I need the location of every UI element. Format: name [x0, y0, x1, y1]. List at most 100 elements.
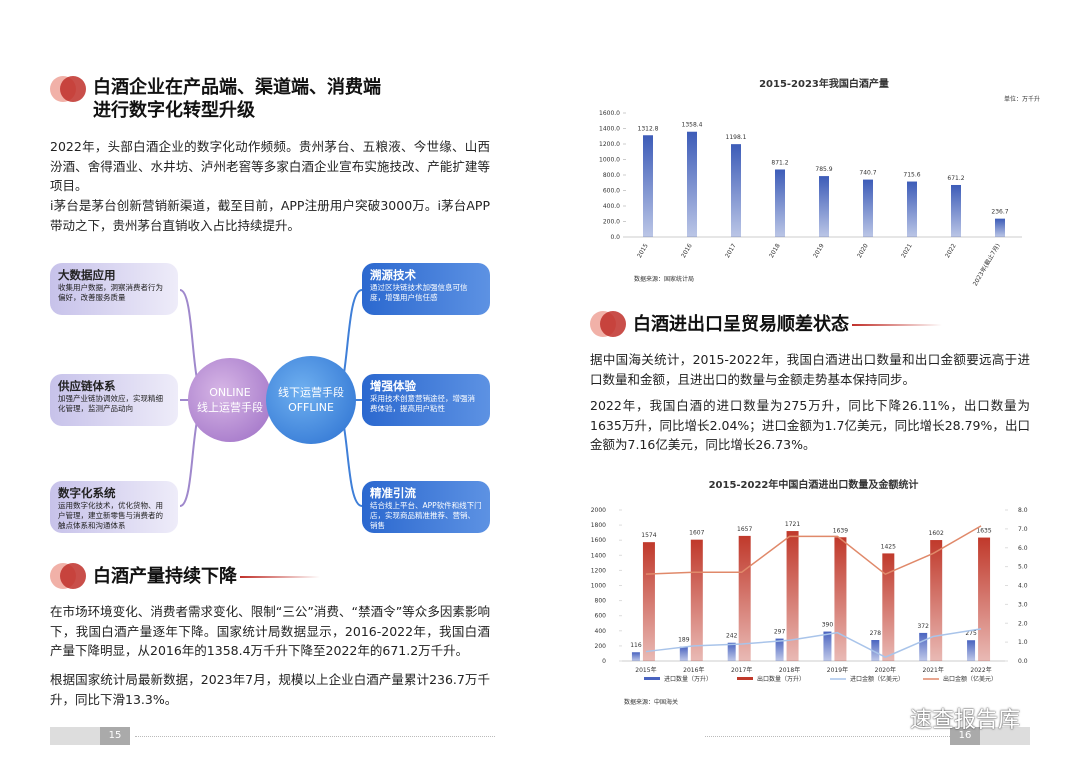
x-tick-label: 2017年 — [731, 666, 752, 674]
y-tick-label: 1000 — [591, 583, 606, 590]
y2-tick-label: 3.0 — [1018, 601, 1028, 608]
value-label: 372 — [917, 623, 929, 630]
value-label: 1198.1 — [726, 134, 747, 141]
y-tick-label: 600 — [595, 613, 607, 620]
node-desc: 收集用户数据，洞察消费者行为偏好，改善服务质量 — [58, 283, 163, 302]
section-icon — [590, 311, 626, 337]
bar — [919, 632, 928, 661]
bar — [775, 638, 784, 661]
y-tick-label: 800.0 — [603, 172, 620, 179]
node-title: 数字化系统 — [58, 486, 116, 500]
bar — [995, 218, 1005, 237]
y-tick-label: 1600.0 — [599, 110, 620, 117]
value-label: 1607 — [689, 530, 704, 537]
mindmap-node: 数字化系统 运用数字化技术，优化货物、用户管理，建立新零售与消费者的触点体系和沟通… — [50, 481, 178, 533]
value-label: 242 — [726, 633, 738, 640]
node-desc: 运用数字化技术，优化货物、用户管理，建立新零售与消费者的触点体系和沟通体系 — [58, 501, 163, 530]
node-title: 大数据应用 — [58, 268, 116, 282]
bar — [690, 539, 703, 661]
hub-text: ONLINE — [209, 386, 251, 399]
x-tick-label: 2019年 — [827, 666, 848, 674]
x-tick-label: 2016 — [680, 242, 694, 259]
hub-text: 线下运营手段 — [278, 386, 344, 399]
mindmap-node: 大数据应用 收集用户数据，洞察消费者行为偏好，改善服务质量 — [50, 263, 178, 315]
node-desc: 通过区块链技术加强信息可信度，增强用户信任感 — [370, 283, 468, 302]
mindmap-node: 溯源技术 通过区块链技术加强信息可信度，增强用户信任感 — [362, 263, 490, 315]
y-tick-label: 400.0 — [603, 203, 620, 210]
x-tick-label: 2020年 — [875, 666, 896, 674]
value-label: 1635 — [976, 528, 991, 535]
y2-tick-label: 8.0 — [1018, 507, 1028, 514]
bar — [687, 131, 697, 237]
y2-tick-label: 7.0 — [1018, 526, 1028, 533]
bar — [738, 535, 751, 661]
value-label: 740.7 — [859, 170, 876, 177]
chart-title: 2015-2022年中国白酒进出口数量及金额统计 — [709, 478, 919, 491]
page-number: 15 — [100, 727, 130, 745]
watermark: 速查报告库 — [910, 708, 1021, 733]
value-label: 1312.8 — [638, 125, 659, 132]
value-label: 1425 — [881, 543, 896, 550]
x-tick-label: 2015年 — [635, 666, 656, 674]
bar — [819, 176, 829, 237]
value-label: 297 — [774, 629, 786, 636]
chart-title: 2015-2023年我国白酒产量 — [759, 77, 889, 90]
paragraph: 根据国家统计局最新数据，2023年7月，规模以上企业白酒产量累计236.7万千升… — [50, 672, 490, 707]
section-icon — [50, 76, 86, 102]
legend-label: 进口金额（亿美元） — [850, 675, 904, 683]
bar — [727, 642, 736, 661]
mindmap-node: 增强体验 采用技术创意营销途径，增强消费体验，提高用户粘性 — [362, 374, 490, 426]
y2-tick-label: 0.0 — [1018, 658, 1028, 665]
value-label: 1358.4 — [682, 122, 703, 129]
mindmap-node: 供应链体系 加强产业链协调效应，实现精细化管理，监测产品动向 — [50, 374, 178, 426]
page-number: 16 — [950, 727, 980, 745]
bar — [823, 631, 832, 661]
title-rule — [852, 324, 942, 326]
y2-tick-label: 6.0 — [1018, 545, 1028, 552]
x-tick-label: 2017 — [724, 242, 738, 259]
source: 数据来源：国家统计局 — [634, 275, 694, 283]
bar — [631, 652, 640, 661]
bar — [679, 646, 688, 661]
mindmap-node: 精准引流 结合线上平台、APP软件和线下门店，实现商品精准推荐、营销、销售 — [362, 481, 490, 533]
node-desc: 采用技术创意营销途径，增强消费体验，提高用户粘性 — [370, 394, 475, 413]
y-tick-label: 2000 — [591, 507, 606, 514]
paragraph: 在市场环境变化、消费者需求变化、限制“三公”消费、“禁酒令”等众多因素影响下，我… — [50, 604, 490, 659]
y-tick-label: 1000.0 — [599, 157, 620, 164]
bar — [978, 537, 991, 661]
line — [645, 525, 982, 576]
node-title: 增强体验 — [370, 379, 416, 393]
section-title: 白酒企业在产品端、渠道端、消费端 — [93, 77, 381, 98]
value-label: 1574 — [641, 532, 656, 539]
value-label: 785.9 — [815, 166, 832, 173]
legend-swatch — [737, 677, 753, 680]
bar — [930, 540, 943, 661]
value-label: 871.2 — [771, 159, 788, 166]
bar — [951, 184, 961, 237]
x-tick-label: 2015 — [636, 242, 650, 259]
x-tick-label: 2022 — [944, 242, 958, 259]
bar — [871, 640, 880, 661]
y-tick-label: 1400 — [591, 552, 606, 559]
value-label: 116 — [630, 642, 642, 649]
node-desc: 结合线上平台、APP软件和线下门店，实现商品精准推荐、营销、销售 — [370, 501, 482, 530]
paragraph: i茅台是茅台创新营销新渠道，截至目前，APP注册用户突破3000万。i茅台APP… — [50, 198, 490, 233]
hub-text: OFFLINE — [288, 401, 334, 414]
y-tick-label: 1800 — [591, 522, 606, 529]
value-label: 275 — [965, 630, 977, 637]
x-tick-label: 2019 — [812, 242, 826, 259]
footer-line — [705, 736, 950, 737]
x-tick-label: 2022年 — [970, 666, 991, 674]
hub-text: 线上运营手段 — [197, 401, 263, 414]
y-tick-label: 200 — [595, 643, 607, 650]
bar — [642, 542, 655, 661]
section-title: 白酒产量持续下降 — [93, 566, 237, 587]
y-tick-label: 200.0 — [603, 219, 620, 226]
bar — [775, 169, 785, 237]
y-tick-label: 600.0 — [603, 188, 620, 195]
y2-tick-label: 4.0 — [1018, 583, 1028, 590]
section-title: 进行数字化转型升级 — [93, 100, 255, 121]
x-tick-label: 2021年 — [923, 666, 944, 674]
bar — [863, 179, 873, 237]
